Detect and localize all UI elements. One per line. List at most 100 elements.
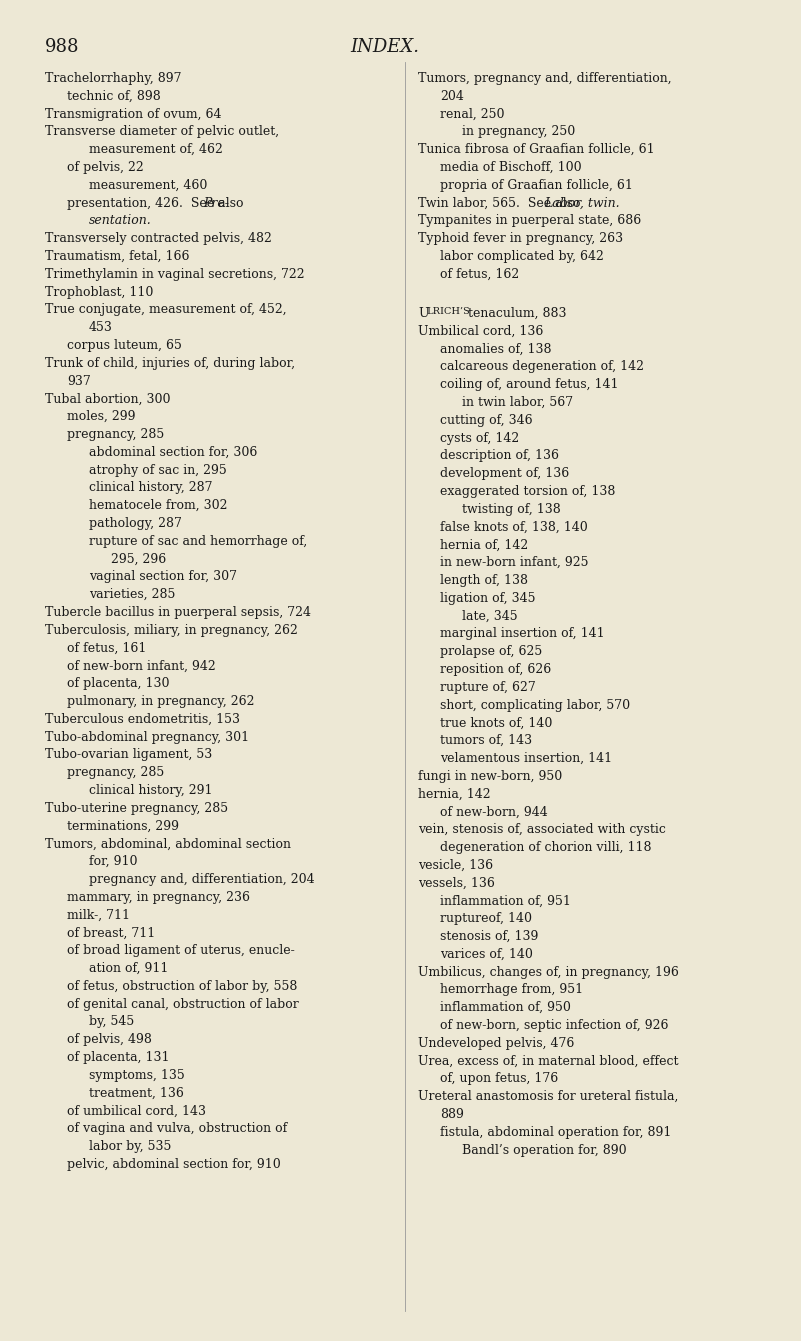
Text: vessels, 136: vessels, 136: [418, 877, 495, 889]
Text: pregnancy and, differentiation, 204: pregnancy and, differentiation, 204: [89, 873, 315, 886]
Text: moles, 299: moles, 299: [67, 410, 135, 424]
Text: development of, 136: development of, 136: [440, 467, 570, 480]
Text: coiling of, around fetus, 141: coiling of, around fetus, 141: [440, 378, 618, 392]
Text: Tubal abortion, 300: Tubal abortion, 300: [45, 393, 171, 405]
Text: Ureteral anastomosis for ureteral fistula,: Ureteral anastomosis for ureteral fistul…: [418, 1090, 678, 1104]
Text: cysts of, 142: cysts of, 142: [440, 432, 519, 445]
Text: false knots of, 138, 140: false knots of, 138, 140: [440, 520, 588, 534]
Text: degeneration of chorion villi, 118: degeneration of chorion villi, 118: [440, 841, 651, 854]
Text: Trunk of child, injuries of, during labor,: Trunk of child, injuries of, during labo…: [45, 357, 295, 370]
Text: clinical history, 291: clinical history, 291: [89, 784, 212, 797]
Text: Tumors, pregnancy and, differentiation,: Tumors, pregnancy and, differentiation,: [418, 72, 671, 84]
Text: inflammation of, 950: inflammation of, 950: [440, 1002, 571, 1014]
Text: Tubercle bacillus in puerperal sepsis, 724: Tubercle bacillus in puerperal sepsis, 7…: [45, 606, 311, 620]
Text: of pelvis, 22: of pelvis, 22: [67, 161, 143, 174]
Text: ation of, 911: ation of, 911: [89, 961, 168, 975]
Text: pulmonary, in pregnancy, 262: pulmonary, in pregnancy, 262: [67, 695, 255, 708]
Text: Transversely contracted pelvis, 482: Transversely contracted pelvis, 482: [45, 232, 272, 245]
Text: varices of, 140: varices of, 140: [440, 948, 533, 960]
Text: presentation, 426.  See also: presentation, 426. See also: [67, 197, 248, 209]
Text: by, 545: by, 545: [89, 1015, 135, 1029]
Text: twisting of, 138: twisting of, 138: [462, 503, 561, 516]
Text: Transverse diameter of pelvic outlet,: Transverse diameter of pelvic outlet,: [45, 126, 279, 138]
Text: of vagina and vulva, obstruction of: of vagina and vulva, obstruction of: [67, 1122, 288, 1136]
Text: ligation of, 345: ligation of, 345: [440, 591, 536, 605]
Text: varieties, 285: varieties, 285: [89, 589, 175, 601]
Text: Tubo-ovarian ligament, 53: Tubo-ovarian ligament, 53: [45, 748, 212, 762]
Text: terminations, 299: terminations, 299: [67, 819, 179, 833]
Text: Trachelorrhaphy, 897: Trachelorrhaphy, 897: [45, 72, 182, 84]
Text: cutting of, 346: cutting of, 346: [440, 414, 533, 426]
Text: atrophy of sac in, 295: atrophy of sac in, 295: [89, 464, 227, 476]
Text: in twin labor, 567: in twin labor, 567: [462, 396, 574, 409]
Text: of fetus, obstruction of labor by, 558: of fetus, obstruction of labor by, 558: [67, 980, 297, 992]
Text: reposition of, 626: reposition of, 626: [440, 662, 551, 676]
Text: of broad ligament of uterus, enucle-: of broad ligament of uterus, enucle-: [67, 944, 295, 957]
Text: treatment, 136: treatment, 136: [89, 1086, 184, 1100]
Text: ruptureof, 140: ruptureof, 140: [440, 912, 532, 925]
Text: rupture of sac and hemorrhage of,: rupture of sac and hemorrhage of,: [89, 535, 308, 548]
Text: measurement, 460: measurement, 460: [89, 178, 207, 192]
Text: pregnancy, 285: pregnancy, 285: [67, 428, 164, 441]
Text: calcareous degeneration of, 142: calcareous degeneration of, 142: [440, 361, 644, 373]
Text: renal, 250: renal, 250: [440, 107, 505, 121]
Text: stenosis of, 139: stenosis of, 139: [440, 929, 538, 943]
Text: abdominal section for, 306: abdominal section for, 306: [89, 445, 257, 459]
Text: Trophoblast, 110: Trophoblast, 110: [45, 286, 153, 299]
Text: prolapse of, 625: prolapse of, 625: [440, 645, 542, 658]
Text: Tuberculosis, miliary, in pregnancy, 262: Tuberculosis, miliary, in pregnancy, 262: [45, 624, 298, 637]
Text: sentation.: sentation.: [89, 215, 151, 228]
Text: 889: 889: [440, 1108, 464, 1121]
Text: in new-born infant, 925: in new-born infant, 925: [440, 557, 589, 569]
Text: description of, 136: description of, 136: [440, 449, 559, 463]
Text: hernia, 142: hernia, 142: [418, 787, 491, 801]
Text: corpus luteum, 65: corpus luteum, 65: [67, 339, 182, 351]
Text: 204: 204: [440, 90, 464, 103]
Text: true knots of, 140: true knots of, 140: [440, 716, 553, 730]
Text: of umbilical cord, 143: of umbilical cord, 143: [67, 1105, 206, 1117]
Text: propria of Graafian follicle, 61: propria of Graafian follicle, 61: [440, 178, 633, 192]
Text: anomalies of, 138: anomalies of, 138: [440, 342, 552, 355]
Text: Trimethylamin in vaginal secretions, 722: Trimethylamin in vaginal secretions, 722: [45, 268, 304, 280]
Text: Tumors, abdominal, abdominal section: Tumors, abdominal, abdominal section: [45, 837, 291, 850]
Text: Tuberculous endometritis, 153: Tuberculous endometritis, 153: [45, 713, 240, 725]
Text: of fetus, 161: of fetus, 161: [67, 641, 147, 654]
Text: Transmigration of ovum, 64: Transmigration of ovum, 64: [45, 107, 222, 121]
Text: True conjugate, measurement of, 452,: True conjugate, measurement of, 452,: [45, 303, 287, 316]
Text: LRICH’S: LRICH’S: [426, 307, 470, 316]
Text: length of, 138: length of, 138: [440, 574, 528, 587]
Text: INDEX.: INDEX.: [350, 38, 419, 56]
Text: Undeveloped pelvis, 476: Undeveloped pelvis, 476: [418, 1037, 574, 1050]
Text: Urea, excess of, in maternal blood, effect: Urea, excess of, in maternal blood, effe…: [418, 1054, 678, 1067]
Text: Pre-: Pre-: [203, 197, 229, 209]
Text: media of Bischoff, 100: media of Bischoff, 100: [440, 161, 582, 174]
Text: Tubo-abdominal pregnancy, 301: Tubo-abdominal pregnancy, 301: [45, 731, 249, 744]
Text: labor complicated by, 642: labor complicated by, 642: [440, 249, 604, 263]
Text: Tubo-uterine pregnancy, 285: Tubo-uterine pregnancy, 285: [45, 802, 228, 815]
Text: inflammation of, 951: inflammation of, 951: [440, 894, 571, 908]
Text: 988: 988: [45, 38, 79, 56]
Text: for, 910: for, 910: [89, 856, 138, 868]
Text: of pelvis, 498: of pelvis, 498: [67, 1033, 152, 1046]
Text: fungi in new-born, 950: fungi in new-born, 950: [418, 770, 562, 783]
Text: of, upon fetus, 176: of, upon fetus, 176: [440, 1073, 558, 1085]
Text: technic of, 898: technic of, 898: [67, 90, 161, 103]
Text: pregnancy, 285: pregnancy, 285: [67, 766, 164, 779]
Text: Traumatism, fetal, 166: Traumatism, fetal, 166: [45, 249, 190, 263]
Text: of placenta, 130: of placenta, 130: [67, 677, 170, 691]
Text: clinical history, 287: clinical history, 287: [89, 481, 212, 495]
Text: vein, stenosis of, associated with cystic: vein, stenosis of, associated with cysti…: [418, 823, 666, 837]
Text: tumors of, 143: tumors of, 143: [440, 734, 532, 747]
Text: Twin labor, 565.  See also: Twin labor, 565. See also: [418, 197, 585, 209]
Text: in pregnancy, 250: in pregnancy, 250: [462, 126, 575, 138]
Text: Tympanites in puerperal state, 686: Tympanites in puerperal state, 686: [418, 215, 642, 228]
Text: of new-born, 944: of new-born, 944: [440, 806, 548, 818]
Text: symptoms, 135: symptoms, 135: [89, 1069, 185, 1082]
Text: Tunica fibrosa of Graafian follicle, 61: Tunica fibrosa of Graafian follicle, 61: [418, 143, 654, 156]
Text: vesicle, 136: vesicle, 136: [418, 858, 493, 872]
Text: Bandl’s operation for, 890: Bandl’s operation for, 890: [462, 1144, 626, 1156]
Text: velamentous insertion, 141: velamentous insertion, 141: [440, 752, 612, 764]
Text: of fetus, 162: of fetus, 162: [440, 268, 519, 280]
Text: milk-, 711: milk-, 711: [67, 909, 130, 921]
Text: Typhoid fever in pregnancy, 263: Typhoid fever in pregnancy, 263: [418, 232, 623, 245]
